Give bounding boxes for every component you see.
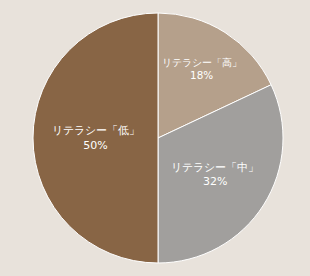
svg-text:リテラシー「低」50%: リテラシー「低」50% [52,124,140,151]
svg-text:リテラシー「中」32%: リテラシー「中」32% [171,161,259,188]
svg-text:リテラシー「高」18%: リテラシー「高」18% [162,56,242,82]
